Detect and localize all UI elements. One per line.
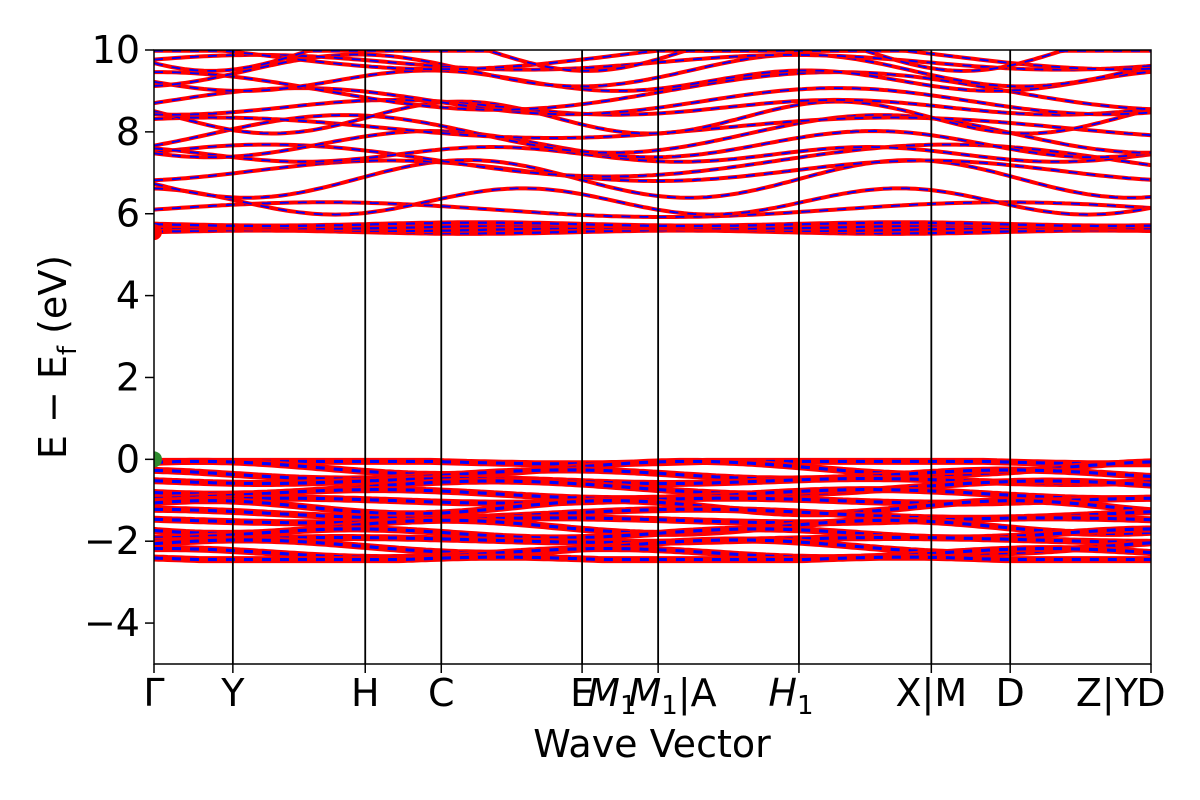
y-tick-label: 4 [116, 274, 140, 318]
y-tick-label: 2 [116, 355, 140, 399]
x-tick-label: M1 [587, 671, 636, 721]
markers-layer [154, 224, 162, 468]
band-line [154, 68, 1151, 93]
band-line-dashed [154, 488, 1151, 501]
band-line-dashed [154, 547, 1151, 560]
band-line-dashed [154, 221, 1151, 228]
y-tick-label: −4 [84, 601, 140, 645]
x-tick-label: X|M [896, 671, 968, 716]
bands-layer [154, 50, 1151, 564]
band-line-dashed [154, 499, 1151, 516]
band-marker [154, 451, 162, 468]
band-line-dashed [154, 159, 1151, 199]
band-line-dashed [154, 116, 1151, 139]
y-tick-label: −2 [84, 519, 140, 563]
band-line-dashed [154, 535, 1151, 544]
band-line-dashed [154, 459, 1151, 466]
x-axis-title: Wave Vector [533, 722, 771, 766]
band-line-dashed [154, 99, 1151, 116]
kpath-lines [231, 50, 1012, 664]
band-line-dashed [154, 50, 1151, 71]
x-tick-label: E [570, 671, 594, 715]
band-line-dashed [154, 54, 1151, 71]
y-axis-title: E − Ef (eV) [31, 255, 83, 459]
band-line-dashed [154, 130, 1151, 159]
band-line-dashed [154, 555, 1151, 562]
x-tick-label: M1|A [629, 671, 717, 721]
x-tick-label: C [428, 671, 455, 715]
y-tick-label: 10 [92, 28, 140, 72]
plot-frame [153, 49, 1152, 665]
band-line-dashed [154, 71, 1151, 111]
band-marker [154, 224, 162, 241]
y-tick-label: 6 [116, 192, 140, 236]
band-line-dashed [154, 516, 1151, 525]
band-line-dashed [154, 100, 1151, 135]
band-line-dashed [154, 201, 1151, 218]
x-tick-label: Z|Y [1076, 671, 1139, 716]
band-line-dashed [154, 146, 1151, 163]
y-tick-label: 8 [116, 110, 140, 154]
x-tick-label: H [351, 671, 380, 715]
x-tick-label: Γ [143, 671, 164, 715]
band-line-dashed [154, 187, 1151, 216]
band-line-dashed [154, 50, 1151, 72]
x-tick-label: H1 [768, 671, 813, 721]
band-line-dashed [154, 114, 1151, 154]
x-tick-label: Y [220, 671, 245, 715]
y-tick-label: 0 [116, 437, 140, 481]
band-line-dashed [154, 69, 1151, 92]
band-line-dashed [154, 468, 1151, 481]
y-axis: −4 −2 0 2 4 6 8 10 [84, 28, 154, 645]
x-tick-label: D [1136, 671, 1165, 715]
x-tick-label: D [996, 671, 1025, 715]
band-line-dashed [154, 159, 1151, 182]
